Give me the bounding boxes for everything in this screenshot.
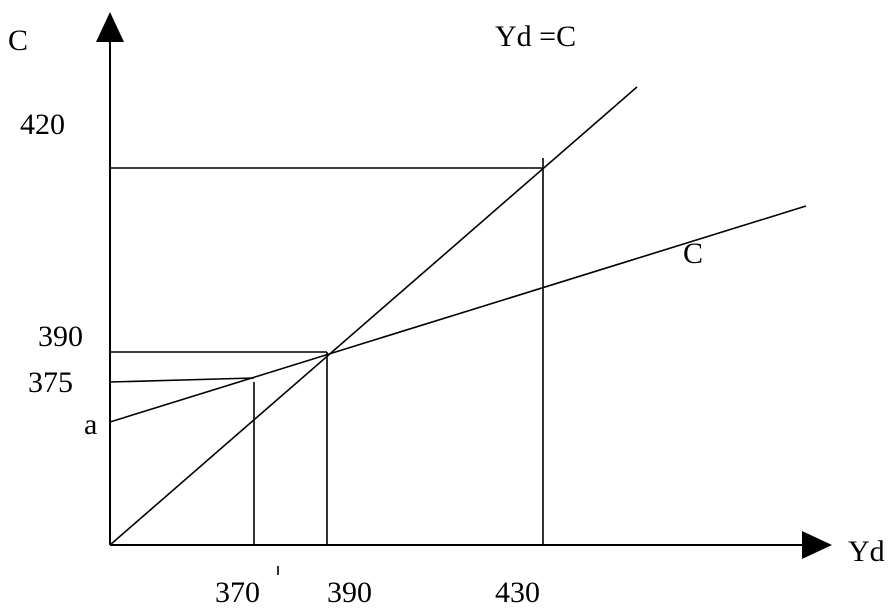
x-tick-430: 430 — [495, 576, 540, 608]
x-axis-label: Yd — [848, 535, 885, 568]
y-intercept-a: a — [84, 408, 97, 441]
y-axis-label: C — [8, 24, 28, 57]
y-tick-390: 390 — [38, 320, 83, 353]
guide-h-375 — [109, 377, 255, 383]
line-45-degree — [109, 86, 638, 546]
y-tick-420: 420 — [20, 108, 65, 141]
y-tick-375: 375 — [28, 366, 73, 399]
consumption-line-label: C — [683, 237, 703, 270]
line-45-label: Yd =C — [495, 20, 576, 53]
consumption-line — [109, 205, 807, 423]
x-axis-arrowhead — [802, 531, 832, 559]
x-tick-390: 390 — [327, 576, 372, 608]
x-tick-370: 370 — [215, 576, 260, 608]
y-axis-arrowhead — [96, 12, 124, 42]
